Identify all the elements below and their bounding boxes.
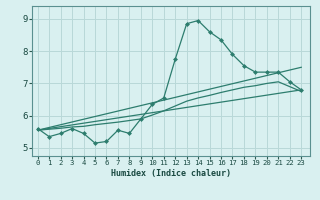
X-axis label: Humidex (Indice chaleur): Humidex (Indice chaleur) [111, 169, 231, 178]
